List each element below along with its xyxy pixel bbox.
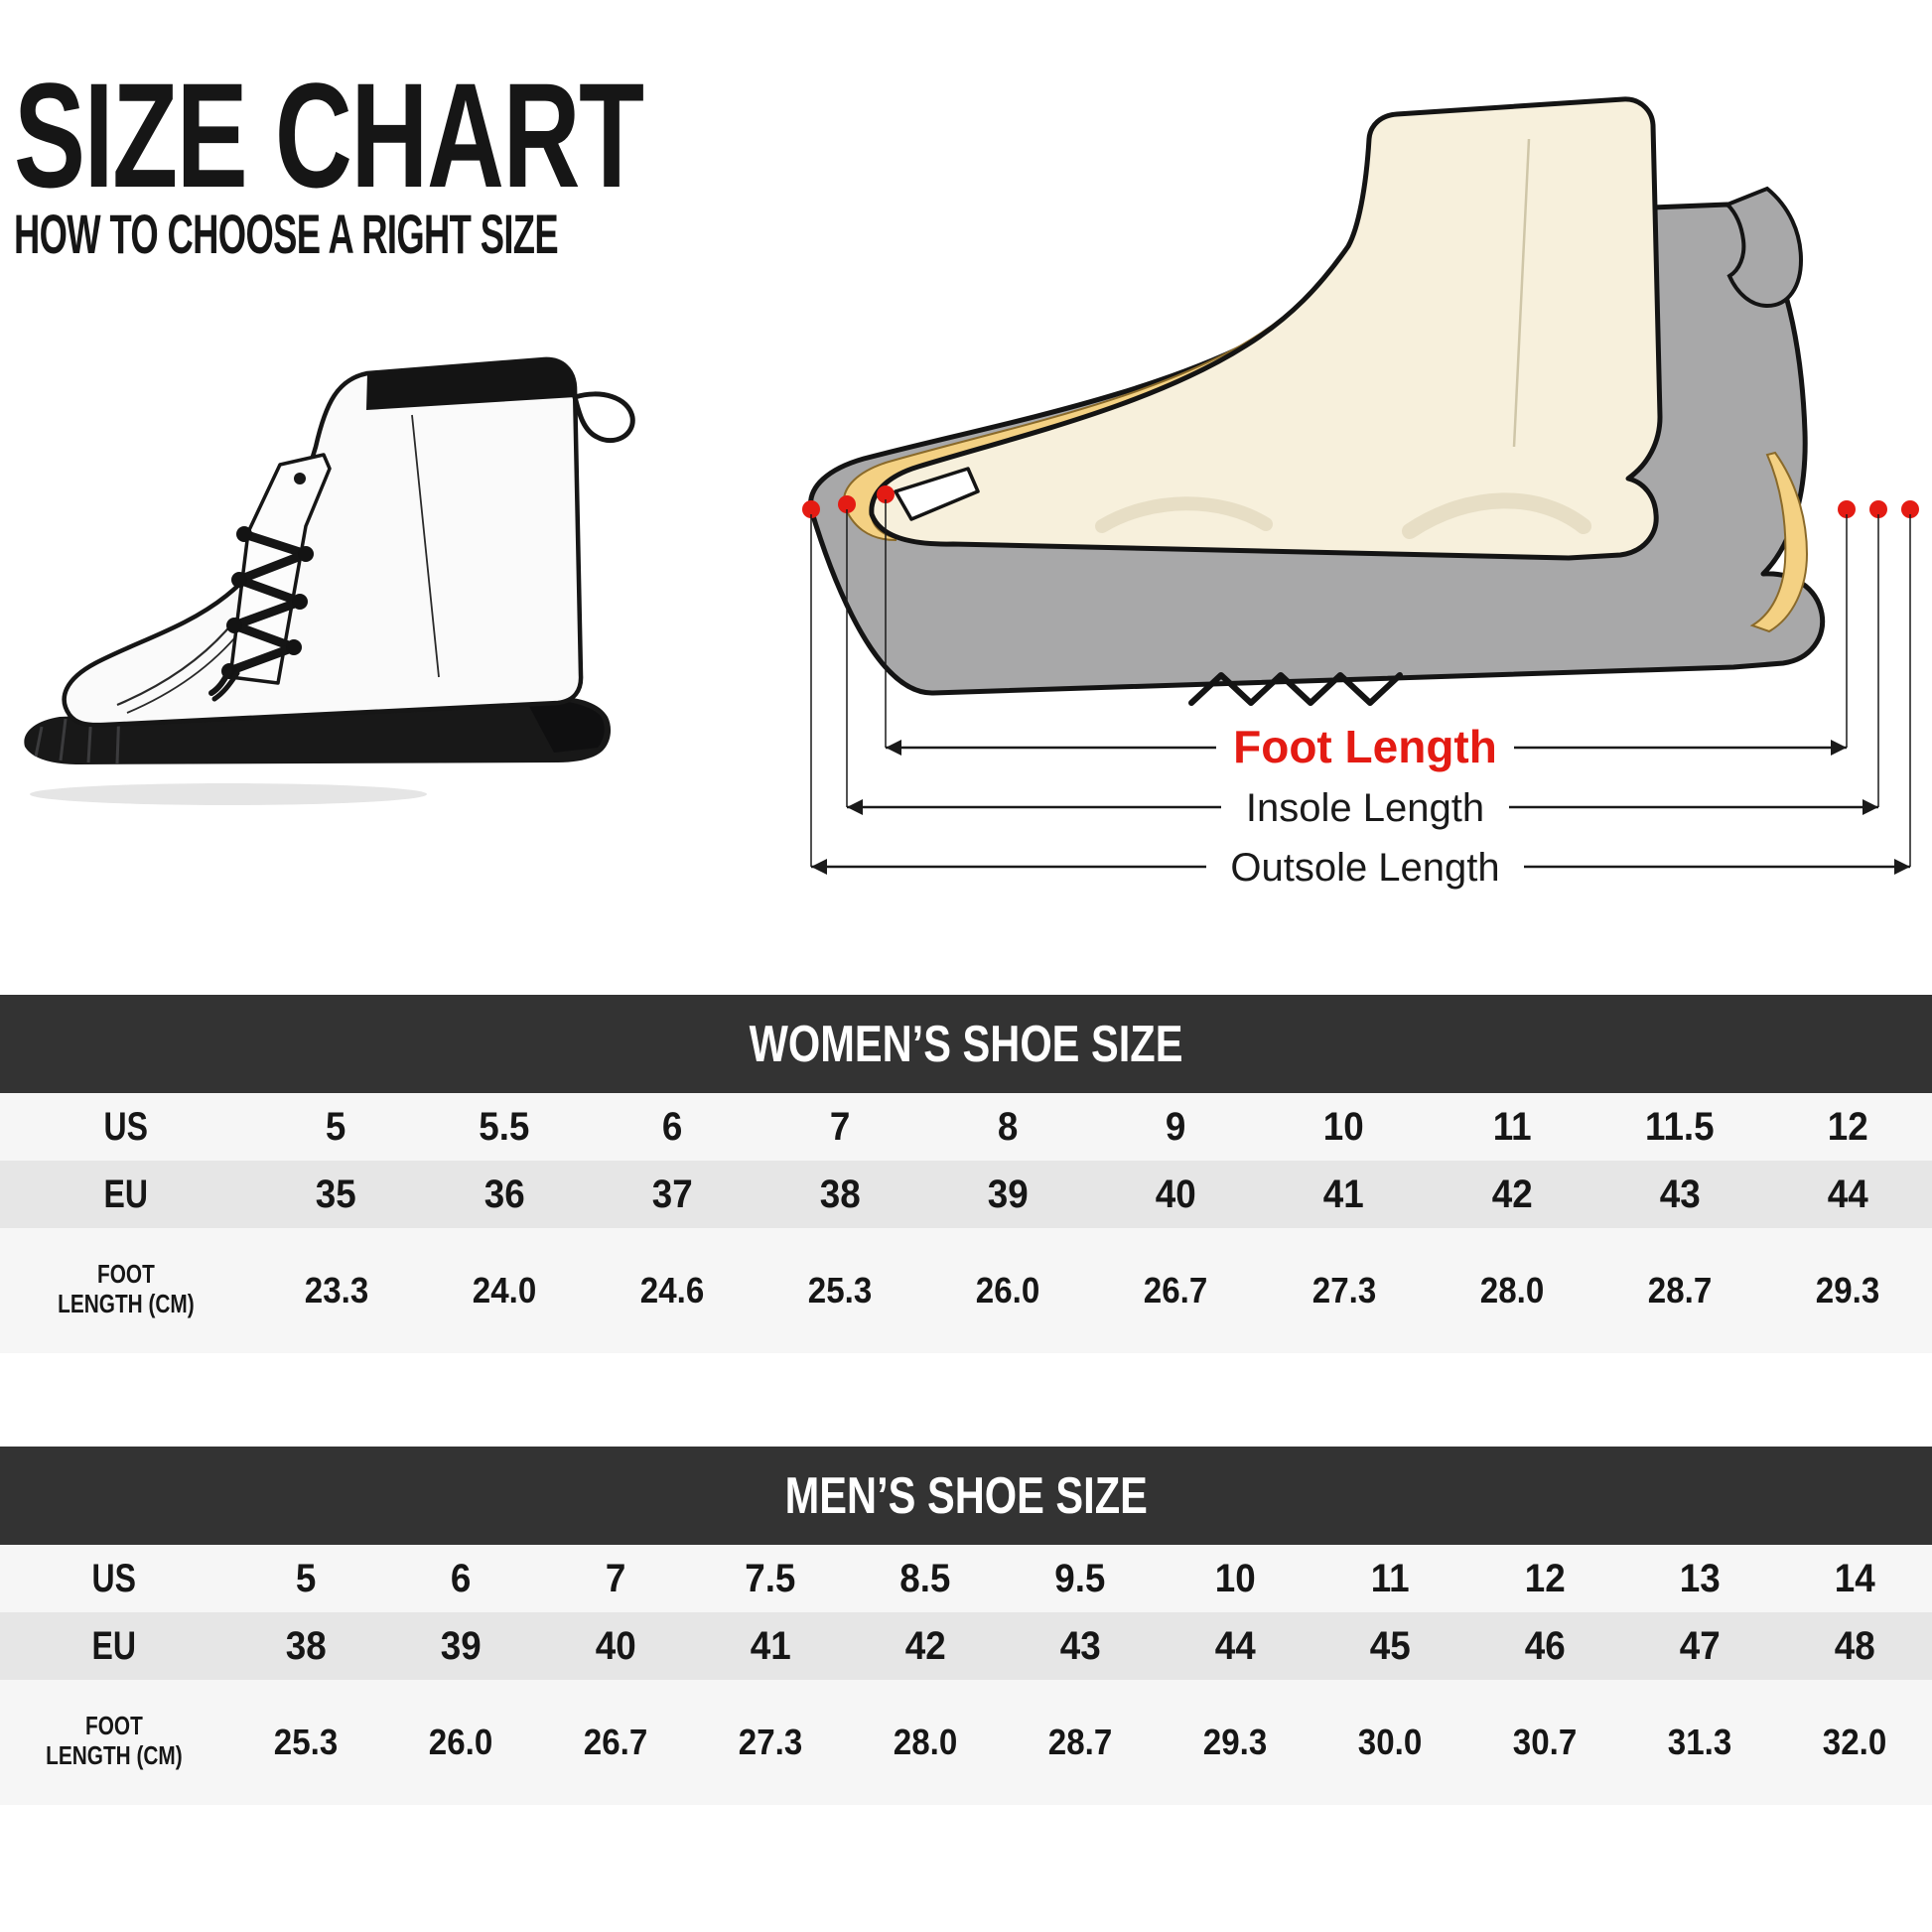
svg-text:Foot Length: Foot Length [1233, 721, 1497, 772]
svg-text:Insole Length: Insole Length [1246, 786, 1484, 830]
svg-text:Outsole Length: Outsole Length [1230, 846, 1499, 890]
